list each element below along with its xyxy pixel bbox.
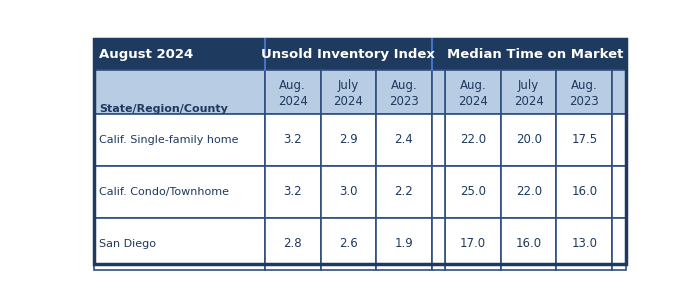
Text: San Diego: San Diego (99, 239, 156, 249)
Bar (432, 166, 445, 218)
Text: 2024: 2024 (514, 95, 544, 108)
Bar (265, 166, 321, 218)
Text: 17.0: 17.0 (460, 237, 486, 250)
Text: Calif. Single-family home: Calif. Single-family home (99, 135, 239, 145)
Text: 2.4: 2.4 (395, 133, 413, 146)
Bar (556, 70, 612, 114)
Bar (376, 114, 432, 166)
Text: 25.0: 25.0 (460, 185, 486, 198)
Text: 2023: 2023 (389, 95, 419, 108)
Text: 20.0: 20.0 (516, 133, 542, 146)
Bar (501, 114, 556, 166)
Bar (376, 218, 432, 270)
Text: Aug.: Aug. (460, 79, 486, 92)
Bar (501, 218, 556, 270)
Text: Median Time on Market: Median Time on Market (447, 48, 624, 61)
Text: 2024: 2024 (458, 95, 488, 108)
Text: August 2024: August 2024 (99, 48, 194, 61)
Text: 2024: 2024 (278, 95, 307, 108)
Bar (432, 70, 445, 114)
Bar (321, 218, 376, 270)
Text: 1.9: 1.9 (395, 237, 413, 250)
Bar (94, 114, 265, 166)
Text: 22.0: 22.0 (516, 185, 542, 198)
Bar (445, 114, 501, 166)
Text: 16.0: 16.0 (571, 185, 597, 198)
Bar (612, 70, 626, 114)
Bar (94, 218, 265, 270)
Bar (432, 218, 445, 270)
Bar (612, 114, 626, 166)
Bar (265, 114, 321, 166)
Bar (432, 114, 445, 166)
Text: Unsold Inventory Index: Unsold Inventory Index (261, 48, 435, 61)
Bar (612, 166, 626, 218)
Text: 2.2: 2.2 (395, 185, 413, 198)
Text: 22.0: 22.0 (460, 133, 486, 146)
Bar (265, 218, 321, 270)
Text: 2.9: 2.9 (339, 133, 358, 146)
Bar (94, 39, 626, 70)
Text: Aug.: Aug. (391, 79, 417, 92)
Text: 16.0: 16.0 (516, 237, 542, 250)
Bar (265, 70, 321, 114)
Text: 2.6: 2.6 (339, 237, 358, 250)
Text: July: July (518, 79, 539, 92)
Bar (376, 166, 432, 218)
Text: 3.2: 3.2 (284, 133, 302, 146)
Bar (321, 114, 376, 166)
Text: 2024: 2024 (333, 95, 363, 108)
Text: July: July (337, 79, 359, 92)
Text: Calif. Condo/Townhome: Calif. Condo/Townhome (99, 187, 230, 197)
Text: 17.5: 17.5 (571, 133, 597, 146)
Bar (612, 218, 626, 270)
Text: 3.2: 3.2 (284, 185, 302, 198)
Bar (321, 70, 376, 114)
Text: State/Region/County: State/Region/County (99, 104, 228, 114)
Bar (501, 70, 556, 114)
Bar (376, 70, 432, 114)
Bar (556, 166, 612, 218)
Text: Aug.: Aug. (571, 79, 598, 92)
Text: Aug.: Aug. (279, 79, 306, 92)
Text: 2.8: 2.8 (284, 237, 302, 250)
Bar (445, 218, 501, 270)
Text: 13.0: 13.0 (571, 237, 597, 250)
Text: 3.0: 3.0 (339, 185, 358, 198)
Bar (445, 166, 501, 218)
Bar (321, 166, 376, 218)
Bar (556, 114, 612, 166)
Bar (445, 70, 501, 114)
Bar (94, 166, 265, 218)
Bar (501, 166, 556, 218)
Text: 2023: 2023 (569, 95, 599, 108)
Bar (94, 70, 265, 114)
Bar (556, 218, 612, 270)
